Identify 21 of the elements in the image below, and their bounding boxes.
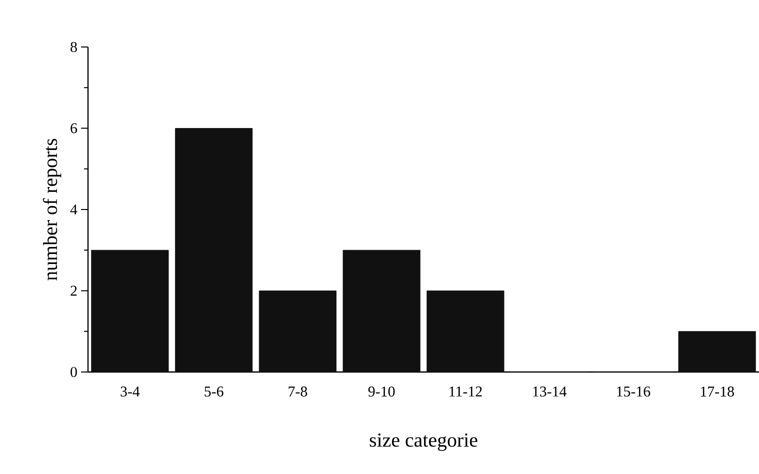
y-tick-label: 4 <box>70 204 78 214</box>
bar <box>91 250 169 372</box>
y-tick-label: 6 <box>70 123 78 134</box>
bar <box>342 250 420 372</box>
bar <box>678 331 756 372</box>
bar <box>258 290 336 372</box>
bar <box>426 290 504 372</box>
x-tick-label: 11-12 <box>450 386 482 396</box>
y-tick-label: 8 <box>70 42 77 52</box>
bar <box>175 128 253 372</box>
x-axis-title: size categorie <box>370 433 478 451</box>
x-tick-label: 17-18 <box>700 386 734 397</box>
x-tick-label: 13-14 <box>533 386 567 397</box>
y-axis-title: number of reports <box>42 138 62 280</box>
x-tick-label: 7-8 <box>288 386 308 397</box>
x-tick-label: 15-16 <box>617 386 650 397</box>
y-tick-label: 0 <box>70 366 77 378</box>
x-tick-label: 5-6 <box>204 386 224 397</box>
x-tick-label: 9-10 <box>368 386 395 397</box>
y-tick-label: 2 <box>70 286 77 296</box>
x-tick-label: 3-4 <box>120 386 140 397</box>
